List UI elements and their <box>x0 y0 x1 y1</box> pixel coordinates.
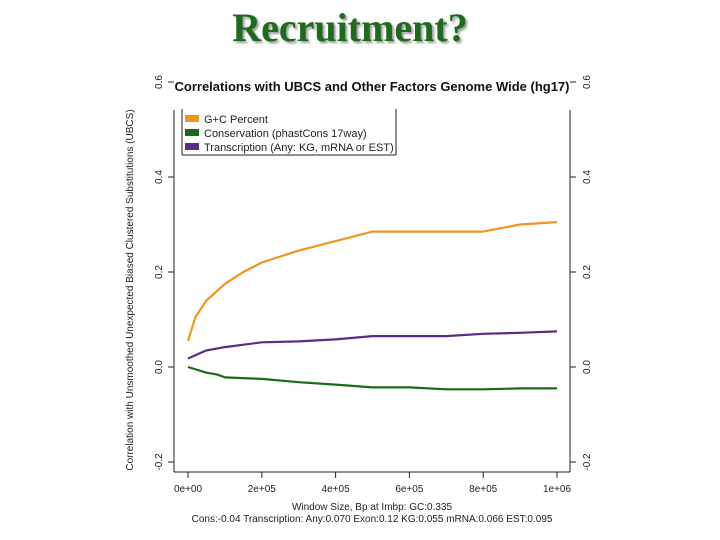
legend-swatch <box>185 129 199 136</box>
series-line <box>187 330 558 360</box>
x-tick-label: 2e+05 <box>248 484 277 495</box>
y-tick-label-right: 0.6 <box>582 75 593 89</box>
x-tick-label: 4e+05 <box>322 484 351 495</box>
y-axis-label: Correlation with Unsmoothed Unexpected B… <box>125 109 136 470</box>
series-line <box>187 365 557 391</box>
x-tick-label: 0e+00 <box>174 484 203 495</box>
y-tick-label-right: -0.2 <box>582 453 593 471</box>
y-tick-label-right: 0.2 <box>582 265 593 279</box>
plot-area: 0e+00 2e+05 4e+05 6e+05 8e+05 1e+06 -0.2 -0.2 0.… <box>154 75 593 495</box>
x-tick-label: 6e+05 <box>395 484 424 495</box>
y-tick-label-left: 0.0 <box>154 360 165 374</box>
y-tick-label-left: 0.4 <box>154 170 165 184</box>
x-tick-label: 1e+06 <box>543 484 572 495</box>
y-tick-label-left: -0.2 <box>154 453 165 471</box>
y-tick-label-left: 0.6 <box>154 75 165 89</box>
chart-title: Correlations with UBCS and Other Factors… <box>175 79 570 94</box>
legend-label: Transcription (Any: KG, mRNA or EST) <box>204 142 394 154</box>
legend-label: Conservation (phastCons 17way) <box>204 128 367 140</box>
x-tick-label: 8e+05 <box>469 484 498 495</box>
series-line <box>186 221 558 342</box>
legend-swatch <box>185 115 199 122</box>
legend-swatch <box>185 143 199 150</box>
y-tick-label-left: 0.2 <box>154 265 165 279</box>
x-axis-label: Window Size, Bp at Imbp: GC:0.335 <box>292 502 453 513</box>
legend-label: G+C Percent <box>204 114 268 126</box>
chart-footnote: Cons:-0.04 Transcription: Any:0.070 Exon… <box>192 514 553 525</box>
slide-title: Recruitment? <box>232 5 468 50</box>
y-tick-label-right: 0.0 <box>582 360 593 374</box>
y-tick-label-right: 0.4 <box>582 170 593 184</box>
